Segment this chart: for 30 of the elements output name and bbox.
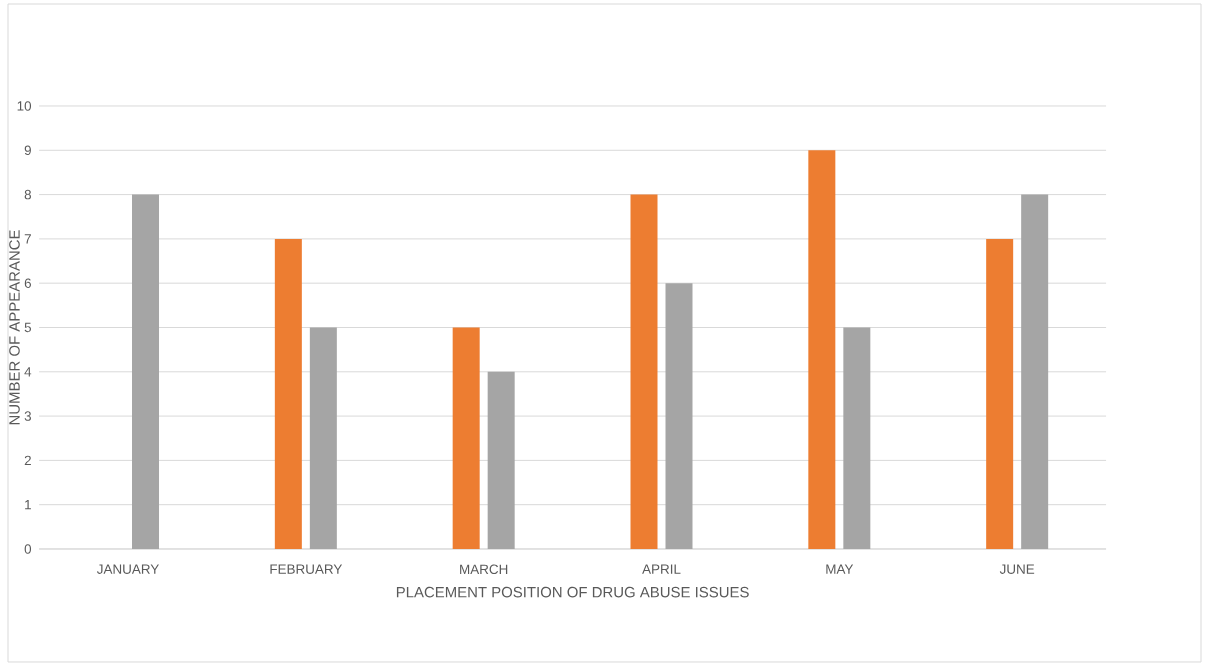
x-tick-label: APRIL (642, 564, 681, 574)
bar (665, 283, 693, 549)
y-tick-label: 1 (25, 500, 31, 510)
bar (986, 238, 1014, 549)
y-axis-title: NUMBER OF APPEARANCE (9, 230, 20, 425)
bar (487, 371, 515, 549)
y-tick-label: 4 (24, 367, 32, 377)
bar (1021, 194, 1049, 549)
x-tick-label: MAY (826, 564, 854, 574)
y-tick-label: 0 (24, 544, 32, 554)
bar (630, 194, 658, 549)
bar (274, 238, 302, 549)
y-tick-label: 6 (24, 278, 31, 288)
x-tick-label: JANUARY (96, 564, 159, 574)
y-tick-label: 8 (24, 189, 31, 200)
bar (132, 194, 160, 549)
y-tick-label: 2 (24, 455, 31, 466)
y-tick-label: 5 (24, 322, 32, 333)
x-axis-title: PLACEMENT POSITION OF DRUG ABUSE ISSUES (396, 586, 749, 598)
x-tick-label: JUNE (999, 564, 1035, 574)
y-tick-label: 9 (24, 145, 31, 156)
y-tick-label: 10 (17, 101, 32, 111)
x-tick-label: MARCH (460, 564, 508, 575)
bar (309, 327, 337, 549)
bar (452, 327, 480, 549)
y-tick-label: 7 (24, 234, 31, 244)
y-tick-label: 3 (24, 411, 31, 421)
x-tick-label: FEBRUARY (270, 564, 343, 574)
bar (843, 327, 871, 549)
bar (808, 150, 836, 549)
